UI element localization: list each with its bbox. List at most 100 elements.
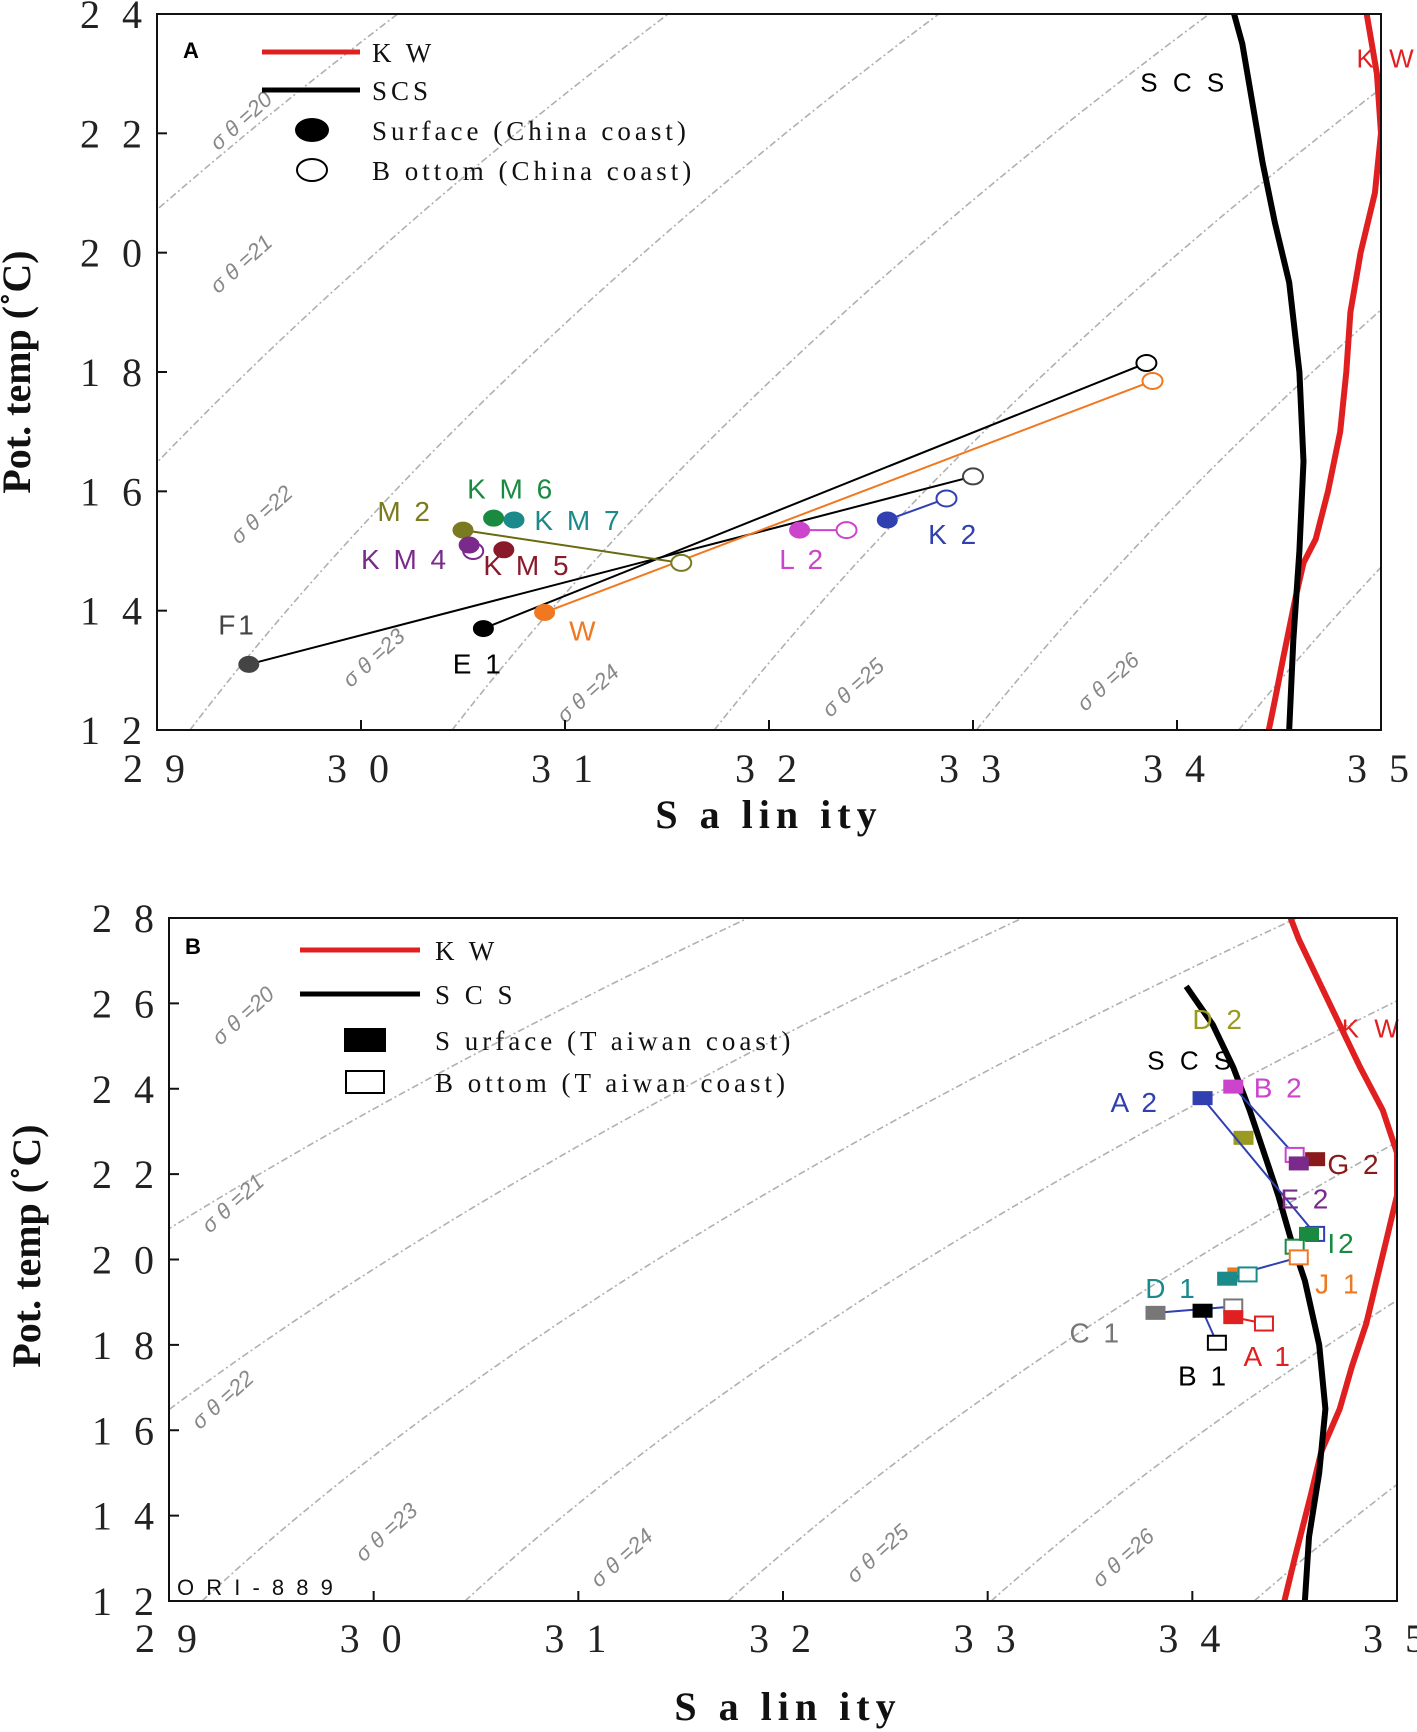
isopycnal-line-26 [1238,566,1381,730]
station-label-g2: G 2 [1327,1149,1381,1180]
station-surface-m2 [452,521,474,539]
y-tick-label: 1 8 [80,350,148,395]
isopycnal-label-20: σ θ =20 [207,981,280,1050]
station-surface-a1 [1223,1310,1244,1325]
y-tick-label: 2 0 [80,231,148,276]
station-surface-d1 [1217,1271,1238,1286]
legend-label-surface: S urface (T aiwan coast) [435,1026,794,1056]
station-bottom-b1 [1206,1334,1227,1351]
curve-label-scs: S C S [1140,68,1228,98]
panel-b-x-axis-label: S a lin ity [674,1684,901,1729]
station-surface-e2 [1288,1156,1309,1171]
x-tick-label: 3 0 [340,1616,408,1661]
x-tick-label: 3 1 [544,1616,612,1661]
station-label-b1: B 1 [1178,1360,1229,1391]
legend-label-surface: Surface (China coast) [372,116,690,146]
station-surface-w [534,603,556,621]
panel-a-isopycnals: σ θ =20 σ θ =21 σ θ =22 σ θ =23 σ θ =24 σ θ =… [157,14,1381,730]
station-surface-l2 [789,521,811,539]
x-tick-label: 3 5 [1363,1616,1417,1661]
station-line-b2 [1232,1085,1296,1156]
isopycnal-label-23: σ θ =23 [337,623,410,692]
isopycnal-line-20 [157,14,399,211]
isopycnal-label-23: σ θ =23 [350,1497,423,1566]
isopycnal-line-21 [169,918,1023,1411]
station-line-f1 [248,475,974,666]
station-bottom-d1 [1237,1266,1258,1283]
y-tick-label: 1 4 [80,589,148,634]
x-tick-label: 2 9 [135,1616,203,1661]
y-tick-label: 1 6 [92,1408,160,1453]
station-surface-km7 [503,511,525,529]
isopycnal-label-22: σ θ =22 [225,480,297,549]
station-surface-b1 [1192,1303,1213,1318]
legend-symbol-surface [295,118,329,142]
station-line-e1 [483,362,1147,630]
station-bottom-f1 [962,467,984,486]
station-bottom-j1 [1288,1249,1309,1266]
station-surface-km5 [493,541,515,559]
station-label-w: W [569,616,598,647]
isopycnal-line-21 [157,14,669,464]
station-surface-e1 [472,620,494,638]
legend-label-kw: K W [372,38,435,68]
panel-b: σ θ =20 σ θ =21 σ θ =22 σ θ =23 σ θ =24 σ θ =… [4,896,1417,1729]
y-tick-label: 2 2 [92,1152,160,1197]
station-label-e1: E 1 [453,648,504,679]
station-label-a1: A 1 [1244,1341,1293,1372]
station-bottom-l2 [835,521,858,540]
station-label-km4: K M 4 [361,544,449,575]
panel-b-stations: K W S C S D 2 B 2 A 2 G 2E 2 I2 J 1 D 1 C 1 B 1 A 1 [1070,1004,1399,1391]
isopycnal-label-26: σ θ =26 [1087,1523,1160,1592]
isopycnal-label-25: σ θ =25 [817,653,890,722]
x-tick-label: 3 1 [531,746,599,791]
x-tick-label: 3 4 [1143,746,1211,791]
station-label-k2: K 2 [928,519,979,550]
y-tick-label: 2 4 [92,1067,160,1112]
isopycnal-label-24: σ θ =24 [585,1523,657,1592]
panel-a-letter: A [183,38,199,63]
station-surface-c1 [1145,1305,1166,1320]
y-tick-label: 1 8 [92,1323,160,1368]
station-surface-b2 [1223,1079,1244,1094]
x-tick-label: 3 2 [735,746,803,791]
isopycnal-label-24: σ θ =24 [552,659,624,728]
panel-a-frame [156,13,1382,731]
station-surface-f1 [238,655,260,673]
isopycnal-label-26: σ θ =26 [1072,647,1145,716]
station-line-m2 [462,529,682,564]
isopycnal-label-21: σ θ =21 [205,230,277,299]
isopycnal-label-20: σ θ =20 [205,86,278,155]
station-label-e2: E 2 [1280,1183,1331,1214]
curve-kw [1265,14,1381,730]
panel-a-water-mass-curves [1231,14,1381,730]
panel-a-x-axis-label: S a lin ity [655,792,882,837]
station-label-d2: D 2 [1192,1004,1245,1035]
isopycnal-label-21: σ θ =21 [197,1169,269,1238]
station-bottom-w [1141,371,1164,390]
curve-scs [1183,984,1329,1601]
station-surface-k2 [876,511,898,529]
x-tick-label: 3 3 [954,1616,1022,1661]
legend-label-scs: S C S [435,980,517,1010]
panel-a-legend: K W SCS Surface (China coast) B ottom (Chin… [262,38,695,186]
isopycnal-line-22 [189,14,940,730]
station-line-a2 [1201,1097,1316,1235]
curve-scs [1231,14,1307,730]
station-label-i2: I2 [1327,1228,1356,1259]
station-bottom-a1 [1253,1315,1274,1332]
panel-b-letter: B [185,934,201,959]
panel-b-corner-id: O R I - 8 8 9 [177,1575,336,1600]
station-label-j1: J 1 [1315,1269,1361,1300]
station-label-m2: M 2 [377,496,433,527]
legend-label-bottom: B ottom (China coast) [372,156,695,186]
isopycnal-label-22: σ θ =22 [186,1365,258,1434]
y-tick-label: 2 4 [80,0,148,37]
isopycnal-line-22 [201,918,1298,1601]
x-tick-label: 3 2 [749,1616,817,1661]
panel-b-ticks: 2 9 3 0 3 1 3 2 3 3 3 4 3 5 1 2 1 4 1 6 1 8 2 0 2 2 2… [92,896,1417,1661]
station-surface-i2 [1298,1226,1319,1241]
panel-b-legend: K W S C S S urface (T aiwan coast) B ottom … [300,936,794,1098]
x-tick-label: 2 9 [123,746,191,791]
